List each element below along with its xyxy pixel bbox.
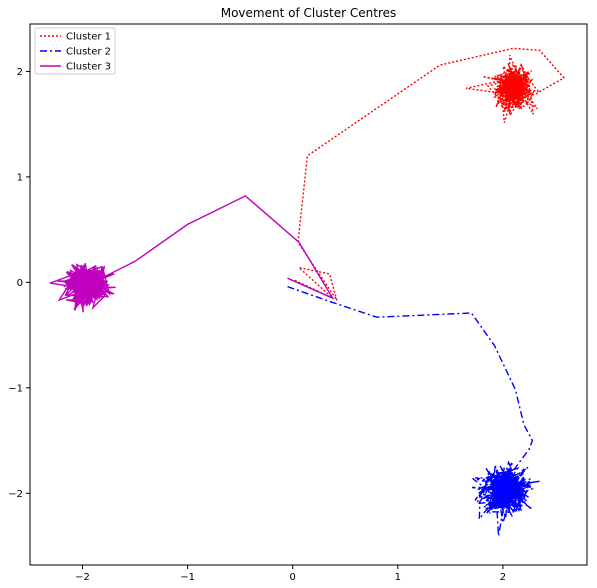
x-tick-label: −2 xyxy=(75,572,90,583)
legend: Cluster 1 Cluster 2 Cluster 3 xyxy=(34,27,116,75)
x-tick-label: 0 xyxy=(290,572,296,583)
y-tick-label: 0 xyxy=(17,278,23,289)
x-tick-label: −1 xyxy=(180,572,195,583)
series-line-3 xyxy=(49,195,335,313)
y-tick-label: 2 xyxy=(17,67,23,78)
legend-label-3: Cluster 3 xyxy=(66,62,111,73)
x-tick-label: 1 xyxy=(395,572,401,583)
plot-data xyxy=(49,47,565,537)
y-tick-label: −2 xyxy=(8,489,23,500)
plot-frame xyxy=(29,23,588,566)
legend-label-1: Cluster 1 xyxy=(66,32,111,43)
series-line-1 xyxy=(294,47,565,301)
series-line-2 xyxy=(287,285,542,537)
y-tick-label: −1 xyxy=(8,383,23,394)
chart-title: Movement of Cluster Centres xyxy=(221,6,397,20)
y-tick-label: 1 xyxy=(17,172,23,183)
x-tick-label: 2 xyxy=(500,572,506,583)
legend-box xyxy=(34,27,116,75)
axes: −2 −1 0 1 2 −2 −1 0 1 2 xyxy=(8,67,506,583)
legend-label-2: Cluster 2 xyxy=(66,47,111,58)
